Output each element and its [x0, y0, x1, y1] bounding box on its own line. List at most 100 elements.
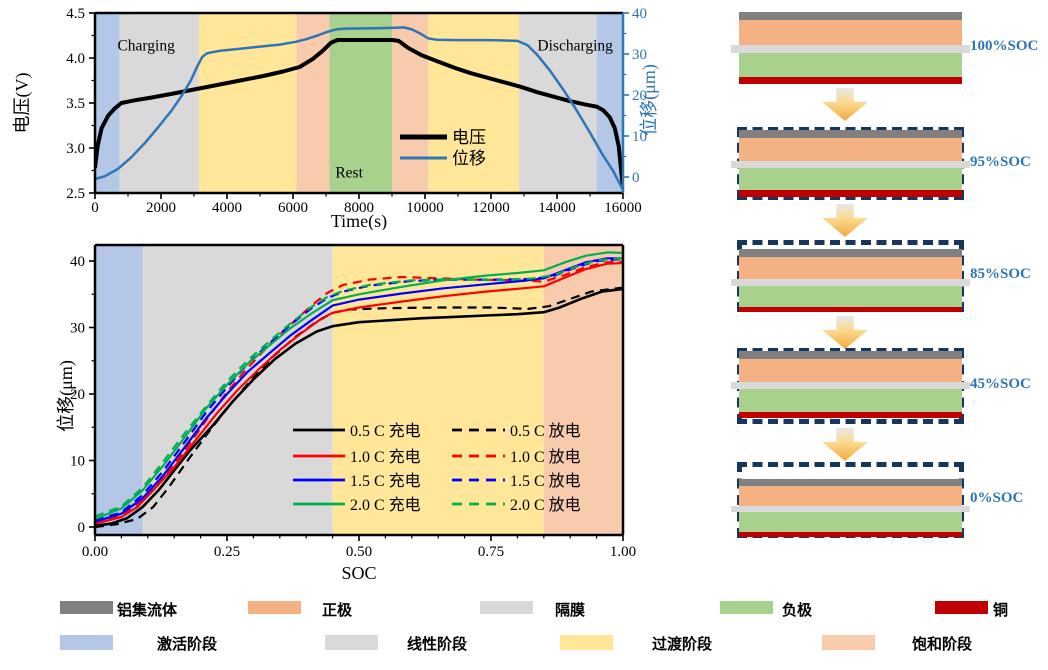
series-1.0C-discharge: [95, 260, 623, 525]
band-rest: [329, 13, 392, 193]
down-arrow-icon: [822, 88, 868, 121]
legend-label: 过渡阶段: [652, 636, 713, 653]
layer-copper: [739, 532, 962, 537]
chart-text: 位移(μm): [639, 64, 660, 136]
chart-text: 位移: [452, 149, 486, 168]
series-2.0C-charge: [95, 251, 623, 521]
series-0.5C-discharge: [95, 286, 623, 529]
chart-text: 0.25: [214, 544, 240, 560]
chart-text: 1.5 C 充电: [350, 472, 421, 490]
chart-text: 1.00: [610, 544, 636, 560]
soc-state-label: 100%SOC: [970, 38, 1039, 54]
series-1.0C-charge: [95, 261, 623, 525]
chart-text: Charging: [117, 37, 175, 54]
chart-text: 0.5 C 放电: [510, 422, 581, 440]
down-arrow-icon: [822, 204, 868, 237]
series-电压: [95, 38, 623, 189]
legend-label: 铜: [993, 602, 1009, 619]
chart-text: 2000: [146, 200, 176, 216]
chart-text: 0: [632, 170, 640, 186]
chart-text: 0: [91, 200, 99, 216]
series-0.5C-charge: [95, 287, 623, 527]
band-saturation: [296, 13, 330, 193]
band-saturation: [392, 13, 429, 193]
chart-text: 2.0 C 充电: [350, 496, 421, 514]
chart-text: 10000: [406, 200, 444, 216]
chart-text: 0: [78, 520, 86, 536]
legend-swatch-activation: [60, 635, 113, 650]
chart-text: 1.0 C 充电: [350, 448, 421, 466]
soc-state-label: 95%SOC: [970, 153, 1031, 170]
chart-text: 3.0: [66, 141, 85, 157]
chart-text: 20: [70, 387, 85, 403]
chart-text: Rest: [335, 164, 363, 181]
displacement-soc-chart: 0.5 C 充电 1.0 C 充电 1.5 C 充电 2.0 C 充电 0.5 C 放电…: [56, 243, 636, 583]
layer-separator: [731, 161, 970, 168]
legend-label: 隔膜: [555, 602, 586, 619]
layer-copper: [739, 190, 962, 197]
layer-cathode: [739, 486, 962, 506]
chart-text: 3.5: [66, 96, 85, 112]
chart-text: 8000: [344, 200, 374, 216]
chart-text: 6000: [278, 200, 308, 216]
chart-text: 20: [632, 88, 647, 104]
legend-swatch-transition: [560, 635, 613, 650]
chart-text: 14000: [538, 200, 576, 216]
legend-swatch-saturation: [822, 635, 875, 650]
battery-stack-panel: 100%SOC 95%SOC 85%SOC 45%SOC 0%SOC: [700, 0, 1048, 590]
band-activation: [95, 13, 120, 193]
layer-anode: [739, 286, 962, 307]
legend-label: 激活阶段: [157, 636, 218, 653]
layer-aluminum: [739, 479, 962, 486]
chart-text: 0.5 C 充电: [350, 422, 421, 440]
layer-separator: [731, 382, 970, 389]
band-activation: [95, 245, 143, 535]
chart-text: 0.75: [478, 544, 504, 560]
layer-separator: [731, 45, 970, 53]
band-saturation: [543, 245, 623, 535]
down-arrow-icon: [822, 428, 868, 461]
layer-anode: [739, 389, 962, 412]
chart-text: 2.5: [66, 186, 85, 202]
chart-text: 0.50: [346, 544, 372, 560]
layer-aluminum: [739, 249, 962, 257]
layer-cathode: [739, 138, 962, 161]
chart-text: 位移(μm): [56, 360, 77, 432]
chart-text: 16000: [604, 200, 642, 216]
layer-aluminum: [739, 12, 962, 20]
legend-swatch-copper: [935, 601, 988, 614]
chart-text: 4.0: [66, 51, 85, 67]
series-1.5C-charge: [95, 257, 623, 523]
series-2.0C-discharge: [95, 257, 623, 518]
legend-label: 饱和阶段: [912, 636, 973, 653]
series-位移: [95, 26, 623, 191]
band-transition: [198, 13, 297, 193]
chart-text: 电压(V): [12, 73, 33, 134]
down-arrow-icon: [822, 316, 868, 349]
layer-anode: [739, 168, 962, 190]
legend-swatch-cathode: [248, 601, 301, 614]
figure-legend: 铝集流体 正极 隔膜 负极 铜激活阶段 线性阶段 过渡阶段 饱和阶段: [0, 590, 1048, 670]
legend-label: 负极: [782, 602, 813, 619]
legend-swatch-aluminum: [60, 601, 113, 614]
chart-text: 30: [632, 47, 647, 63]
layer-separator: [731, 506, 970, 512]
legend-swatch-anode: [720, 601, 773, 614]
layer-aluminum: [739, 130, 962, 138]
soc-state-label: 85%SOC: [970, 266, 1031, 282]
band-transition: [428, 13, 520, 193]
layer-separator: [731, 279, 970, 286]
legend-label: 铝集流体: [117, 602, 178, 619]
chart-text: 12000: [472, 200, 510, 216]
layer-aluminum: [739, 351, 962, 359]
chart-text: 30: [70, 321, 85, 337]
layer-copper: [739, 77, 962, 84]
chart-text: 10: [632, 129, 647, 145]
layer-anode: [739, 53, 962, 77]
chart-text: 40: [70, 254, 85, 270]
legend-swatch-separator: [480, 601, 533, 614]
chart-text: 2.0 C 放电: [510, 496, 581, 514]
legend-label: 正极: [322, 602, 353, 619]
legend-label: 线性阶段: [407, 636, 468, 653]
